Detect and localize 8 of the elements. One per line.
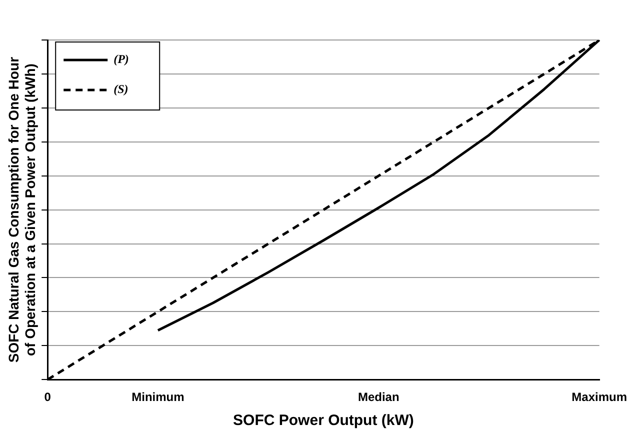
x-tick-label: Median — [358, 390, 400, 404]
x-axis-title: SOFC Power Output (kW) — [233, 412, 414, 430]
y-axis-title: SOFC Natural Gas Consumption for One Hour of Operation at a Given Power Output (kWh) — [5, 56, 38, 363]
x-tick-label: 0 — [44, 390, 52, 404]
x-tick-label: Maximum — [572, 390, 628, 404]
legend-label: (S) — [114, 82, 128, 96]
legend-label: (P) — [114, 52, 129, 66]
x-tick-label: Minimum — [132, 390, 184, 404]
